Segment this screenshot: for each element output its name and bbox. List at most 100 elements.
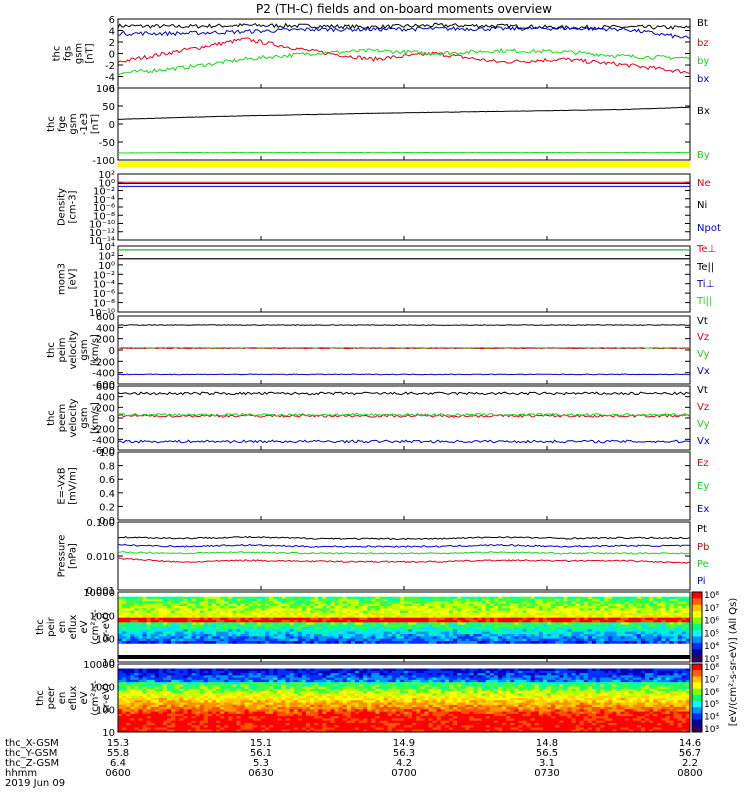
heatmap-cell: [346, 620, 352, 623]
heatmap-cell: [645, 622, 650, 626]
heatmap-cell: [420, 691, 425, 694]
heatmap-cell: [424, 679, 429, 683]
heatmap-cell: [293, 691, 299, 694]
heatmap-cell: [640, 596, 646, 600]
heatmap-cell: [158, 617, 164, 621]
heatmap-cell: [600, 691, 605, 694]
heatmap-cell: [424, 684, 429, 688]
heatmap-cell: [281, 682, 286, 685]
heatmap-cell: [538, 668, 544, 672]
heatmap-cell: [248, 613, 254, 616]
heatmap-cell: [685, 615, 691, 619]
heatmap-cell: [228, 634, 233, 637]
heatmap-cell: [301, 679, 307, 683]
heatmap-cell: [150, 599, 156, 602]
heatmap-cell: [624, 617, 630, 621]
heatmap-cell: [563, 613, 568, 616]
heatmap-cell: [130, 610, 135, 614]
heatmap-cell: [636, 675, 642, 678]
heatmap-cell: [199, 641, 205, 644]
y-axis-label: eflux: [68, 615, 79, 640]
heatmap-cell: [199, 608, 205, 612]
heatmap-cell: [636, 624, 642, 628]
heatmap-cell: [289, 617, 295, 621]
heatmap-cell: [526, 670, 532, 674]
heatmap-cell: [510, 675, 515, 678]
heatmap-cell: [571, 624, 576, 628]
heatmap-cell: [555, 596, 560, 600]
heatmap-cell: [428, 606, 433, 609]
heatmap-cell: [126, 691, 131, 694]
heatmap-cell: [579, 691, 585, 694]
heatmap-cell: [354, 641, 360, 644]
heatmap-cell: [453, 691, 458, 694]
heatmap-cell: [461, 634, 466, 637]
heatmap-cell: [322, 615, 327, 619]
heatmap-cell: [632, 638, 638, 642]
heatmap-cell: [175, 670, 180, 674]
heatmap-cell: [354, 691, 360, 694]
heatmap-cell: [375, 615, 380, 619]
heatmap-cell: [207, 620, 213, 623]
heatmap-cell: [146, 688, 152, 692]
heatmap-cell: [138, 622, 143, 626]
heatmap-cell: [514, 641, 519, 644]
heatmap-cell: [493, 631, 499, 635]
heatmap-cell: [207, 634, 213, 637]
heatmap-cell: [379, 691, 384, 694]
heatmap-cell: [277, 675, 282, 678]
heatmap-cell: [571, 673, 576, 676]
heatmap-cell: [367, 608, 372, 612]
heatmap-cell: [493, 636, 499, 640]
heatmap-cell: [261, 617, 266, 621]
legend-Vz: Vz: [697, 402, 709, 413]
heatmap-cell: [469, 622, 474, 626]
heatmap-cell: [408, 638, 413, 642]
heatmap-cell: [510, 627, 515, 630]
heatmap-cell: [596, 599, 601, 602]
heatmap-cell: [608, 638, 613, 642]
heatmap-cell: [567, 686, 572, 690]
heatmap-cell: [596, 677, 601, 681]
heatmap-cell: [322, 613, 327, 616]
heatmap-cell: [338, 670, 344, 674]
heatmap-cell: [408, 693, 413, 697]
heatmap-cell: [453, 693, 458, 697]
heatmap-cell: [248, 615, 254, 619]
heatmap-cell: [620, 641, 626, 644]
heatmap-cell: [289, 608, 295, 612]
heatmap-cell: [256, 675, 262, 678]
heatmap-cell: [383, 641, 389, 644]
heatmap-cell: [346, 668, 352, 672]
heatmap-cell: [571, 622, 576, 626]
heatmap-cell: [596, 636, 601, 640]
heatmap-cell: [473, 617, 478, 621]
heatmap-cell: [265, 684, 270, 688]
heatmap-cell: [661, 641, 666, 644]
heatmap-cell: [461, 596, 466, 600]
heatmap-cell: [412, 679, 417, 683]
heatmap-cell: [118, 682, 123, 685]
heatmap-cell: [440, 677, 446, 681]
heatmap-cell: [632, 684, 638, 688]
heatmap-cell: [432, 693, 438, 697]
heatmap-cell: [199, 686, 205, 690]
heatmap-cell: [412, 627, 417, 630]
heatmap-cell: [530, 627, 536, 630]
heatmap-cell: [677, 668, 683, 672]
heatmap-cell: [587, 684, 593, 688]
heatmap-cell: [538, 613, 544, 616]
heatmap-cell: [314, 606, 319, 609]
heatmap-cell: [322, 599, 327, 602]
heatmap-cell: [154, 673, 160, 676]
heatmap-cell: [645, 636, 650, 640]
heatmap-cell: [261, 599, 266, 602]
heatmap-cell: [640, 629, 646, 633]
heatmap-cell: [485, 620, 491, 623]
heatmap-cell: [277, 608, 282, 612]
heatmap-cell: [244, 638, 250, 642]
heatmap-cell: [220, 688, 225, 692]
heatmap-cell: [408, 695, 413, 699]
heatmap-cell: [612, 627, 617, 630]
heatmap-cell: [305, 677, 311, 681]
